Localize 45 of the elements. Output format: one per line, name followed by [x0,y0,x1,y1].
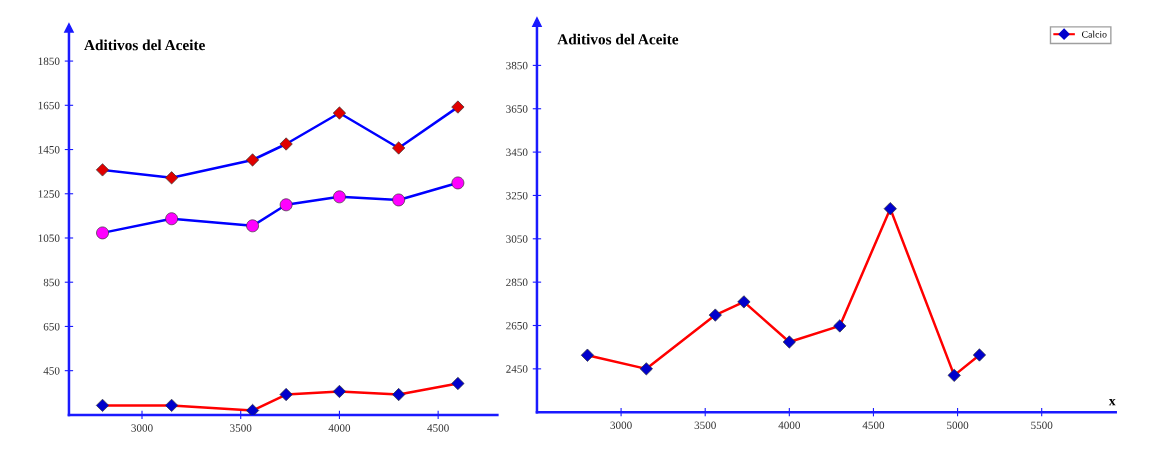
y-tick-label: 850 [43,278,60,287]
x-tick-label: 4500 [862,421,885,430]
point [246,153,260,167]
y-tick-label: 2650 [506,321,528,330]
y-tick-label: 1250 [38,190,60,198]
y-tick-label: 3650 [506,105,528,113]
x-tick-label: 5500 [1031,421,1053,430]
y-tick-label: 3850 [506,61,528,70]
point [392,387,406,402]
x-tick-label: 3000 [610,421,632,430]
point [451,376,465,391]
y-tick-label: 3450 [506,148,528,157]
y-tick-label: 3050 [506,235,528,243]
x-tick-label: 4000 [778,421,801,430]
y-tick-label: 1450 [38,145,60,154]
y-tick-label: 3250 [506,191,528,200]
point [451,100,465,114]
legend-label: Calcio [1081,30,1107,38]
y-tick-label: 1050 [38,234,60,242]
x-tick-label: 3500 [230,424,252,432]
point [332,106,346,120]
point [451,176,465,190]
x-tick-label: 4500 [427,424,449,432]
y-tick-label: 2850 [506,278,528,287]
y-tick-label: 2450 [506,365,528,373]
point [95,398,110,412]
text: Aditivos del Aceite [84,39,205,51]
point [246,403,260,415]
x-tick-label: 5000 [947,421,969,430]
point [332,384,346,399]
y-tick-label: 650 [43,322,60,331]
text: Aditivos del Aceite [557,33,679,45]
point [392,141,406,155]
point [165,398,179,412]
x-tick-label: 3500 [694,421,716,430]
point [165,171,179,185]
x-tick-label: 3000 [131,424,153,432]
y-tick-label: 1850 [38,57,60,66]
x-axis-title: x [1108,398,1116,406]
point [95,163,110,177]
x-tick-label: 4000 [328,424,351,432]
point [279,137,293,151]
y-tick-label: 1650 [38,101,60,110]
y-tick-label: 450 [43,367,60,375]
point [279,387,293,402]
